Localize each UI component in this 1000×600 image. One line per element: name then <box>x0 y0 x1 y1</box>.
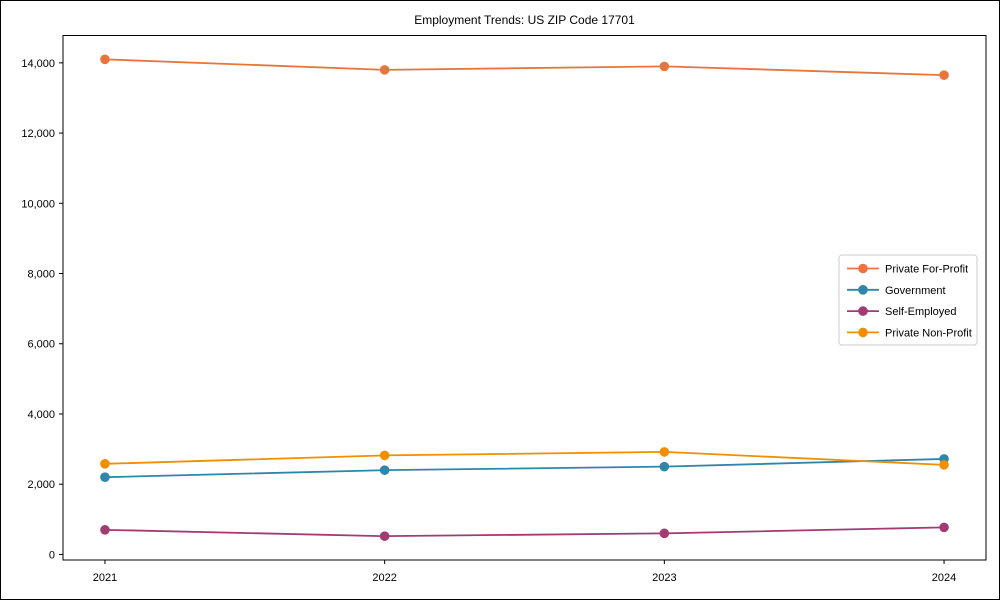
y-tick-label: 14,000 <box>21 58 55 70</box>
data-point-self-employed-2024 <box>939 522 949 533</box>
data-point-private-non-profit-2023 <box>659 447 670 457</box>
data-point-government-2021 <box>100 472 110 482</box>
legend-marker-government <box>858 285 868 295</box>
x-tick-label: 2022 <box>372 572 396 584</box>
y-tick-label: 6,000 <box>27 339 55 351</box>
data-point-private-non-profit-2021 <box>100 459 110 469</box>
legend-marker-private-non-profit <box>858 327 868 338</box>
y-tick-label: 2,000 <box>27 479 55 491</box>
series-line-self-employed <box>104 526 945 538</box>
y-tick-label: 4,000 <box>27 409 55 421</box>
data-point-private-non-profit-2024 <box>939 460 949 470</box>
legend-label-self-employed: Self-Employed <box>885 306 957 318</box>
data-point-self-employed-2022 <box>379 531 390 541</box>
data-point-private-for-profit-2021 <box>100 54 110 65</box>
x-tick-label: 2021 <box>93 572 117 584</box>
data-point-government-2023 <box>659 461 670 472</box>
data-point-self-employed-2021 <box>100 525 110 535</box>
y-tick-label: 0 <box>49 549 55 561</box>
y-tick-label: 12,000 <box>21 128 55 140</box>
data-point-private-for-profit-2022 <box>379 65 390 75</box>
data-point-self-employed-2023 <box>659 528 670 539</box>
series-line-private-for-profit <box>104 58 945 77</box>
chart-title: Employment Trends: US ZIP Code 17701 <box>414 13 635 27</box>
x-tick-label: 2024 <box>932 572 956 584</box>
x-tick-label: 2023 <box>652 572 676 584</box>
data-point-private-for-profit-2023 <box>659 61 670 72</box>
data-point-private-for-profit-2024 <box>939 70 949 80</box>
legend-marker-self-employed <box>858 306 868 316</box>
series-line-government <box>104 458 945 479</box>
y-tick-label: 8,000 <box>27 269 55 281</box>
data-point-government-2022 <box>379 465 390 475</box>
legend-box <box>838 254 978 346</box>
legend-label-private-non-profit: Private Non-Profit <box>885 327 972 339</box>
legend-marker-private-for-profit <box>858 263 868 274</box>
data-point-private-non-profit-2022 <box>379 450 390 461</box>
legend-label-government: Government <box>885 285 946 297</box>
plot-border <box>62 35 987 561</box>
y-tick-label: 10,000 <box>21 198 55 210</box>
series-line-private-non-profit <box>104 450 945 466</box>
legend-label-private-for-profit: Private For-Profit <box>885 264 968 276</box>
